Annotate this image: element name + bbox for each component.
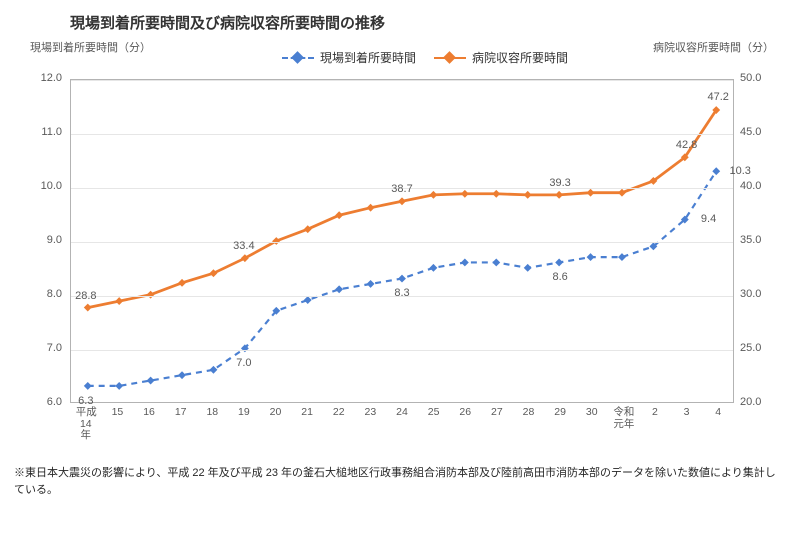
footnote: ※東日本大震災の影響により、平成 22 年及び平成 23 年の釜石大槌地区行政事… [0,459,800,512]
data-label: 38.7 [391,183,412,195]
y-left-tick: 12.0 [32,72,62,84]
data-label: 42.8 [676,139,697,151]
plot-area: 現場到着所要時間（分） 病院収容所要時間（分） 現場到着所要時間 病院収容所要時… [20,39,780,459]
x-tick-label: 23 [360,407,380,419]
legend-item-hospital: 病院収容所要時間 [434,49,568,66]
data-label: 9.4 [701,213,716,225]
x-tick-label: 19 [234,407,254,419]
x-tick-label: 3 [677,407,697,419]
chart-title: 現場到着所要時間及び病院収容所要時間の推移 [0,0,800,39]
chart-svg [71,80,733,402]
data-label: 8.3 [394,287,409,299]
x-tick-label: 27 [487,407,507,419]
y-right-tick: 25.0 [740,342,770,354]
x-tick-label: 20 [266,407,286,419]
y-right-tick: 35.0 [740,234,770,246]
x-tick-label: 17 [171,407,191,419]
x-tick-label: 15 [107,407,127,419]
legend-swatch-hospital [434,52,466,64]
y-left-tick: 7.0 [32,342,62,354]
x-tick-label: 令和 元年 [613,407,633,430]
legend-label-arrival: 現場到着所要時間 [320,49,416,66]
data-label: 33.4 [233,240,254,252]
x-tick-label: 26 [455,407,475,419]
y-right-tick: 20.0 [740,396,770,408]
x-tick-label: 2 [645,407,665,419]
x-tick-label: 28 [518,407,538,419]
data-label: 10.3 [729,165,750,177]
y-right-tick: 40.0 [740,180,770,192]
x-tick-label: 22 [329,407,349,419]
y-left-tick: 6.0 [32,396,62,408]
y-left-tick: 11.0 [32,126,62,138]
x-tick-label: 平成 14 年 [76,407,96,442]
data-label: 7.0 [236,357,251,369]
x-tick-label: 24 [392,407,412,419]
legend: 現場到着所要時間 病院収容所要時間 [220,49,630,66]
y-left-tick: 9.0 [32,234,62,246]
x-tick-label: 21 [297,407,317,419]
legend-label-hospital: 病院収容所要時間 [472,49,568,66]
legend-swatch-arrival [282,52,314,64]
x-tick-label: 16 [139,407,159,419]
data-label: 47.2 [707,91,728,103]
y-right-tick: 50.0 [740,72,770,84]
data-label: 39.3 [549,177,570,189]
y-left-tick: 10.0 [32,180,62,192]
data-label: 28.8 [75,290,96,302]
data-label: 8.6 [552,271,567,283]
x-tick-label: 29 [550,407,570,419]
chart-container: 現場到着所要時間及び病院収容所要時間の推移 現場到着所要時間（分） 病院収容所要… [0,0,800,512]
y-left-axis-title: 現場到着所要時間（分） [30,39,151,55]
y-right-axis-title: 病院収容所要時間（分） [653,39,774,55]
x-tick-label: 25 [424,407,444,419]
x-tick-label: 30 [582,407,602,419]
x-tick-label: 18 [202,407,222,419]
y-right-tick: 45.0 [740,126,770,138]
x-tick-label: 4 [708,407,728,419]
y-right-tick: 30.0 [740,288,770,300]
plot-box [70,79,734,403]
legend-item-arrival: 現場到着所要時間 [282,49,416,66]
data-label: 6.3 [78,395,93,407]
y-left-tick: 8.0 [32,288,62,300]
